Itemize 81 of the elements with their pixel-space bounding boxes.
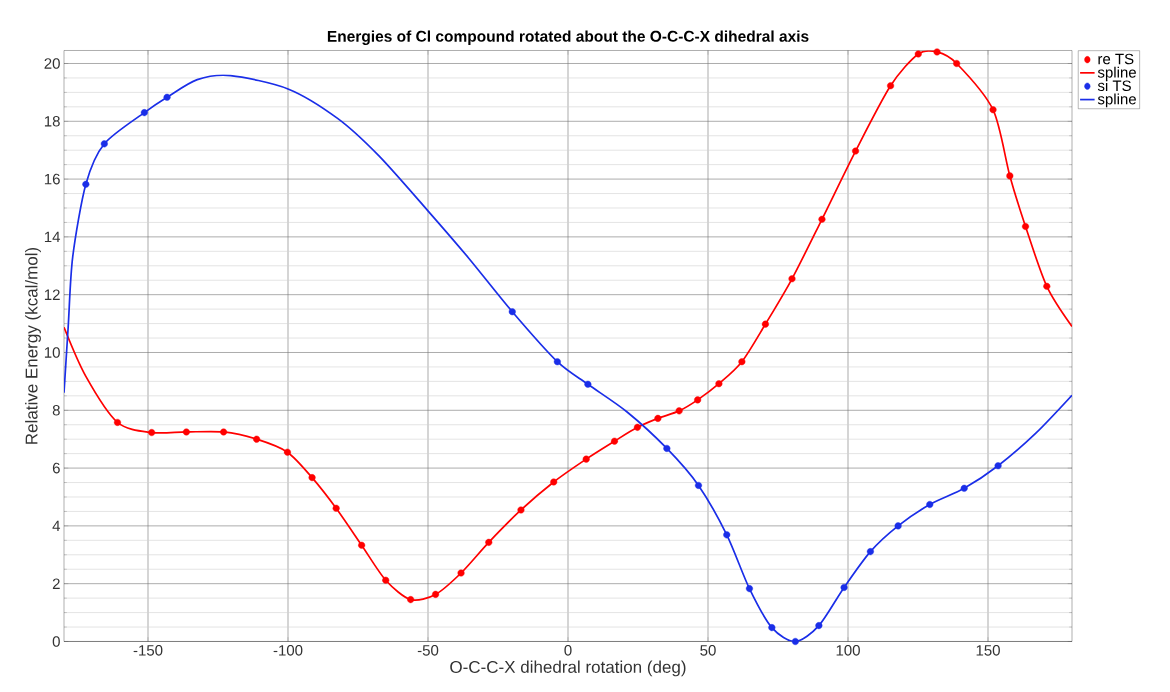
point <box>220 428 228 436</box>
legend-label: si TS <box>1097 80 1131 92</box>
point <box>894 522 902 530</box>
point <box>358 541 366 549</box>
legend-label: re TS <box>1098 53 1134 65</box>
x-tick-label: -150 <box>133 645 163 656</box>
point <box>815 622 823 630</box>
point <box>308 474 316 482</box>
point <box>887 82 895 90</box>
point <box>663 444 671 452</box>
point <box>654 414 662 422</box>
x-tick-label: 100 <box>836 645 860 656</box>
y-tick-label: 20 <box>44 58 60 69</box>
x-tick-label: 150 <box>976 645 1000 656</box>
point <box>553 358 561 366</box>
x-tick-label: -100 <box>273 645 303 656</box>
point <box>840 583 848 591</box>
point <box>610 437 618 445</box>
x-tick-label: 0 <box>564 645 572 656</box>
point <box>768 624 776 632</box>
point <box>791 637 799 645</box>
point <box>582 455 590 463</box>
point <box>1006 172 1014 180</box>
y-tick-label: 8 <box>52 404 60 416</box>
y-tick-label: 14 <box>44 231 61 243</box>
chart-title: Energies of Cl compound rotated about the O-C-C-X dihedral axis <box>327 30 809 45</box>
point <box>1043 282 1051 290</box>
point <box>745 585 753 593</box>
point <box>283 448 291 456</box>
point <box>723 531 731 539</box>
point <box>675 407 683 415</box>
point <box>818 215 826 223</box>
point <box>953 59 961 67</box>
point <box>1022 222 1030 230</box>
y-tick-label: 10 <box>44 347 60 358</box>
point <box>140 109 148 117</box>
legend-label: spline <box>1097 93 1136 108</box>
point <box>584 380 592 388</box>
point <box>989 106 997 114</box>
point <box>633 423 641 431</box>
point <box>933 48 941 56</box>
point <box>182 428 190 436</box>
point <box>508 308 516 316</box>
x-axis-title: O-C-C-X dihedral rotation (deg) <box>450 660 686 677</box>
y-axis-title: Relative Energy (kcal/mol) <box>25 247 41 444</box>
point <box>738 358 746 366</box>
point <box>694 481 702 489</box>
point <box>517 506 525 514</box>
point <box>761 320 769 328</box>
point <box>485 538 493 546</box>
y-tick-label: 18 <box>44 115 60 127</box>
point <box>960 484 968 492</box>
point <box>163 93 171 101</box>
y-tick-label: 12 <box>44 289 60 300</box>
point <box>550 478 558 486</box>
point <box>113 418 121 426</box>
point <box>382 576 390 584</box>
point <box>407 596 415 604</box>
y-tick-label: 6 <box>52 462 60 474</box>
y-tick-label: 2 <box>52 578 60 589</box>
x-tick-label: -50 <box>417 645 439 656</box>
point <box>432 590 440 598</box>
y-tick-label: 0 <box>52 636 60 647</box>
point <box>332 504 340 512</box>
point <box>788 275 796 283</box>
point <box>253 435 261 443</box>
point <box>82 180 90 188</box>
point <box>866 548 874 556</box>
point <box>457 569 465 577</box>
point <box>926 501 934 508</box>
point <box>694 396 702 404</box>
point <box>852 147 860 155</box>
point <box>100 140 108 148</box>
point <box>715 380 723 388</box>
point <box>914 50 922 58</box>
point <box>148 429 156 437</box>
x-tick-label: 50 <box>700 645 716 656</box>
legend-label: spline <box>1097 66 1136 81</box>
y-tick-label: 16 <box>44 173 60 185</box>
point <box>994 462 1002 470</box>
y-tick-label: 4 <box>52 520 61 532</box>
